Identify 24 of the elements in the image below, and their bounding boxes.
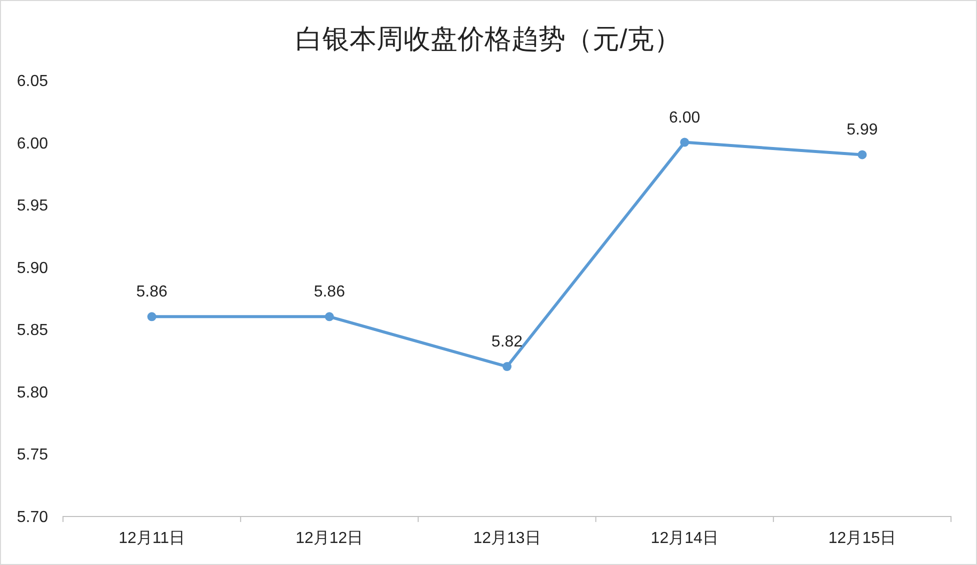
y-tick-label: 6.05 xyxy=(16,73,48,90)
y-tick-label: 5.80 xyxy=(16,384,48,402)
y-tick-label: 5.75 xyxy=(16,446,48,464)
point xyxy=(858,150,867,160)
point xyxy=(147,312,156,322)
x-tick-label: 12月13日 xyxy=(473,530,541,547)
y-tick-label: 5.95 xyxy=(16,198,48,215)
point xyxy=(680,138,690,147)
x-tick-label: 12月12日 xyxy=(296,530,364,547)
y-tick-label: 5.70 xyxy=(16,509,48,526)
x-tick-label: 12月11日 xyxy=(118,530,186,547)
point xyxy=(324,312,334,322)
x-tick-label: 12月14日 xyxy=(650,530,718,547)
y-tick-label: 5.85 xyxy=(16,322,48,340)
data-label: 5.86 xyxy=(314,284,346,301)
data-label: 5.99 xyxy=(846,122,878,139)
y-tick-label: 5.90 xyxy=(16,260,48,277)
chart-title: 白银本周收盘价格趋势（元/克） xyxy=(296,24,682,54)
point xyxy=(502,362,512,372)
x-tick-label: 12月15日 xyxy=(828,530,896,547)
data-label: 6.00 xyxy=(669,109,700,126)
data-label: 5.86 xyxy=(136,284,168,301)
data-label: 5.82 xyxy=(491,334,523,351)
y-tick-label: 6.00 xyxy=(16,135,48,152)
